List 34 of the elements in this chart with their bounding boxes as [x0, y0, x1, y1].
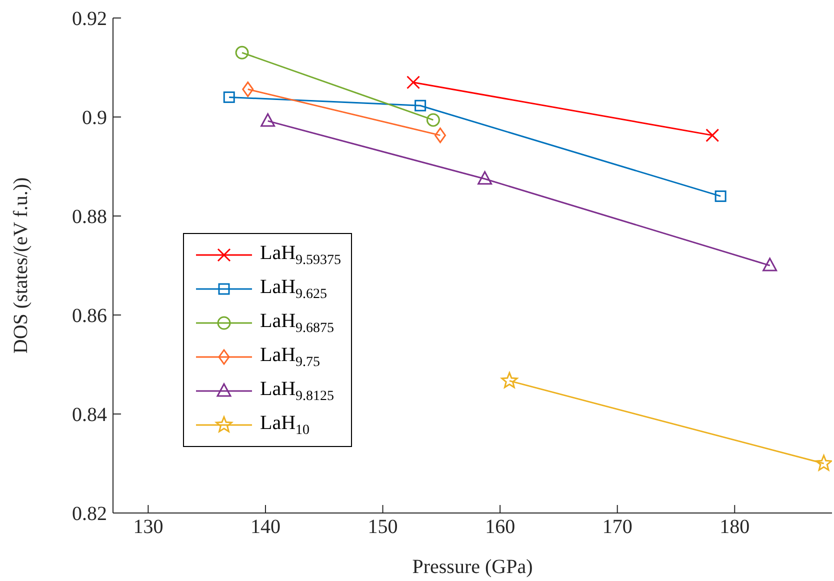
x-tick-label: 180 — [720, 516, 750, 538]
legend-label: LaH$_{9.6875}$ — [260, 310, 334, 336]
y-tick-label: 0.9 — [82, 107, 107, 130]
y-tick-label: 0.86 — [72, 305, 107, 328]
x-axis-title: Pressure (GPa) — [412, 556, 533, 578]
y-tick-label: 0.88 — [72, 206, 107, 228]
point — [501, 372, 518, 388]
x-tick-label: 170 — [602, 516, 632, 538]
point — [235, 46, 249, 60]
point — [406, 76, 420, 90]
legend-label: LaH$_{9.75}$ — [260, 344, 320, 370]
legend-label: LaH$_{10}$ — [260, 412, 310, 438]
legend-label: LaH$_{9.625}$ — [260, 276, 328, 302]
point — [478, 171, 492, 185]
legend-label: LaH$_{9.8125}$ — [260, 378, 334, 404]
point — [426, 113, 440, 127]
point — [414, 100, 426, 112]
point — [714, 190, 726, 202]
x-tick-label: 130 — [133, 516, 164, 538]
y-axis-title: DOS (states/(eV f.u.)) — [10, 177, 32, 354]
x-tick-label: 150 — [368, 516, 398, 538]
point — [260, 113, 276, 127]
y-tick-label: 0.82 — [72, 503, 107, 526]
point — [223, 91, 235, 103]
y-tick-label: 0.84 — [72, 404, 107, 426]
point — [242, 82, 254, 98]
point — [434, 128, 446, 144]
legend-label: LaH$_{9.59375}$ — [260, 242, 342, 268]
x-tick-label: 160 — [485, 516, 516, 538]
point — [762, 258, 778, 272]
point — [706, 128, 720, 142]
y-tick-label: 0.92 — [72, 8, 107, 30]
point — [815, 454, 832, 471]
x-tick-label: 140 — [250, 516, 280, 538]
